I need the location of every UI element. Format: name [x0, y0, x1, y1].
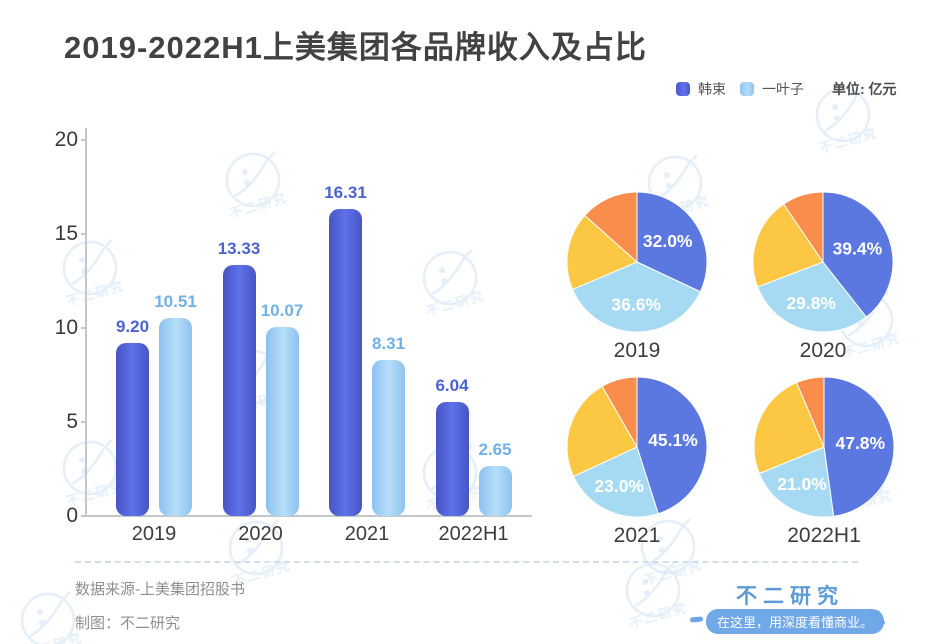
pie-slice-yellow-2022H1	[753, 381, 825, 475]
y-tick-label: 5	[66, 410, 78, 433]
bar-yiyezi-2020	[265, 326, 299, 516]
y-tick-mark	[81, 515, 86, 517]
pie-slice-orange-2019	[584, 191, 638, 264]
pie-slice-yiyezi-2022H1	[758, 446, 835, 518]
pill-dash-decoration	[689, 616, 704, 623]
y-tick-mark	[81, 233, 86, 235]
brand-tagline-pill: 在这里，用深度看懂商业。	[706, 609, 885, 634]
y-tick-mark	[81, 139, 86, 141]
bar-hanshu-2022H1	[435, 402, 469, 516]
bar-value-hanshu-2022H1: 6.04	[435, 376, 469, 396]
bar-value-hanshu-2020: 13.33	[217, 239, 261, 259]
y-axis-line	[85, 128, 87, 517]
brand-logo-text: 不二研究	[736, 585, 844, 608]
pie-slice-orange-2020	[782, 191, 824, 264]
bar-yiyezi-2021	[372, 359, 405, 516]
svg-text:不二研究: 不二研究	[628, 600, 690, 631]
y-tick-label: 20	[54, 128, 78, 151]
bar-value-hanshu-2019: 9.20	[115, 317, 150, 337]
pie-chart-2020: 39.4% 29.8%	[752, 191, 894, 333]
pie-caption-2019: 2019	[613, 339, 661, 362]
brand-watermark-icon: 不二研究	[422, 249, 487, 319]
bar-value-yiyezi-2021: 8.31	[371, 333, 406, 353]
pie-slice-label-yiyezi-2020: 29.8%	[786, 293, 836, 313]
pie-slice-yellow-2021	[566, 385, 638, 478]
y-tick-mark	[81, 421, 86, 423]
credit-note: 制图：不二研究	[75, 615, 181, 632]
pie-caption-2020: 2020	[799, 339, 847, 362]
pie-slice-label-yiyezi-2019: 36.6%	[611, 295, 661, 315]
brand-watermark-icon: 不二研究	[225, 151, 290, 221]
svg-text:不二研究: 不二研究	[818, 125, 880, 156]
bar-hanshu-2020	[222, 265, 256, 516]
pie-slice-yellow-2019	[566, 214, 638, 291]
page-title: 2019-2022H1上美集团各品牌收入及占比	[64, 30, 647, 65]
brand-watermark-icon: 不二研究	[62, 239, 127, 309]
pie-chart-2022H1: 47.8% 21.0%	[753, 376, 895, 518]
unit-label: 单位: 亿元	[832, 81, 897, 97]
pie-slice-label-yiyezi-2022H1: 21.0%	[777, 474, 827, 494]
y-tick-label: 10	[54, 316, 78, 339]
bar-value-yiyezi-2019: 10.51	[154, 292, 197, 312]
pie-caption-2022H1: 2022H1	[787, 524, 861, 547]
bar-hanshu-2021	[329, 209, 362, 516]
pie-slice-orange-2021	[601, 376, 638, 449]
brand-watermark-icon: 不二研究	[625, 561, 690, 631]
pie-slice-label-hanshu-2019: 32.0%	[643, 231, 693, 251]
bar-yiyezi-2022H1	[478, 466, 512, 516]
pie-slice-orange-2022H1	[795, 376, 825, 448]
x-category-label: 2019	[131, 523, 177, 545]
svg-text:不二研究: 不二研究	[65, 278, 127, 309]
pill-dash-decoration	[875, 620, 886, 626]
pie-slice-yiyezi-2021	[572, 446, 659, 518]
pie-slice-yellow-2020	[752, 203, 824, 288]
pie-slice-label-hanshu-2022H1: 47.8%	[835, 433, 885, 453]
x-axis-line	[81, 515, 532, 517]
chart-legend: 韩束 一叶子 单位: 亿元	[676, 79, 897, 99]
y-tick-mark	[81, 327, 86, 329]
bar-value-hanshu-2021: 16.31	[324, 183, 367, 203]
pie-slice-label-hanshu-2021: 45.1%	[648, 430, 698, 450]
pie-slice-hanshu-2021	[636, 376, 708, 515]
y-tick-label: 0	[66, 504, 78, 527]
pie-slice-label-hanshu-2020: 39.4%	[833, 239, 883, 259]
dashed-divider	[75, 561, 858, 563]
bar-value-yiyezi-2020: 10.07	[260, 300, 304, 320]
legend-label-yiyezi: 一叶子	[762, 81, 804, 97]
x-category-label: 2021	[344, 523, 390, 545]
legend-swatch-hanshu	[676, 82, 690, 96]
data-source-note: 数据来源-上美集团招股书	[75, 581, 245, 598]
bar-value-yiyezi-2022H1: 2.65	[478, 440, 512, 460]
y-tick-label: 15	[54, 222, 78, 245]
svg-text:不二研究: 不二研究	[425, 288, 487, 319]
pie-slice-yiyezi-2019	[571, 261, 702, 333]
legend-swatch-yiyezi	[740, 82, 754, 96]
x-category-label: 2020	[238, 523, 283, 545]
pie-caption-2021: 2021	[613, 524, 661, 547]
x-category-label: 2022H1	[438, 523, 509, 545]
legend-label-hanshu: 韩束	[698, 81, 726, 97]
bar-yiyezi-2019	[159, 318, 192, 516]
pie-slice-label-yiyezi-2021: 23.0%	[594, 476, 644, 496]
pie-chart-2019: 32.0% 36.6%	[566, 191, 708, 333]
pie-chart-2021: 45.1% 23.0%	[566, 376, 708, 518]
svg-text:不二研究: 不二研究	[228, 190, 290, 221]
bar-hanshu-2019	[116, 343, 149, 516]
